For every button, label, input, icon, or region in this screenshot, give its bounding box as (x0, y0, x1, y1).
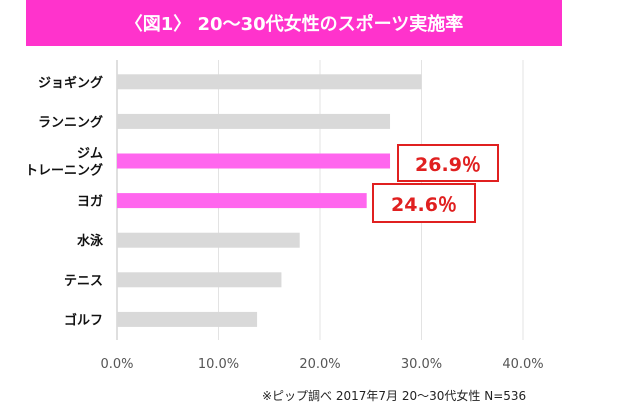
x-tick-label: 30.0% (401, 357, 442, 372)
category-label-1: ランニング (38, 114, 103, 130)
x-tick-label: 40.0% (502, 357, 543, 372)
category-label-2: ジム (77, 147, 103, 162)
category-label-2: トレーニング (25, 163, 103, 179)
category-label-0: ジョギング (38, 75, 103, 91)
category-label-6: ゴルフ (64, 312, 103, 328)
x-tick-label: 0.0% (100, 357, 133, 372)
bar-6 (117, 311, 258, 327)
category-label-4: 水泳 (77, 233, 104, 249)
category-label-3: ヨガ (77, 195, 103, 210)
bar-1 (117, 113, 391, 129)
bar-0 (117, 74, 422, 90)
bar-3 (117, 193, 367, 209)
chart-title: 〈図1〉 20〜30代女性のスポーツ実施率 (26, 0, 562, 46)
callout-yoga: 24.6％ (372, 183, 476, 223)
source-note: ※ピップ調べ 2017年7月 20〜30代女性 N=536 (262, 389, 527, 403)
bar-5 (117, 272, 282, 288)
x-tick-label: 10.0% (198, 357, 239, 372)
category-label-5: テニス (64, 274, 103, 289)
x-tick-label: 20.0% (299, 357, 340, 372)
callout-gym-training: 26.9％ (397, 144, 499, 182)
bar-2 (117, 153, 391, 169)
bar-4 (117, 232, 300, 248)
